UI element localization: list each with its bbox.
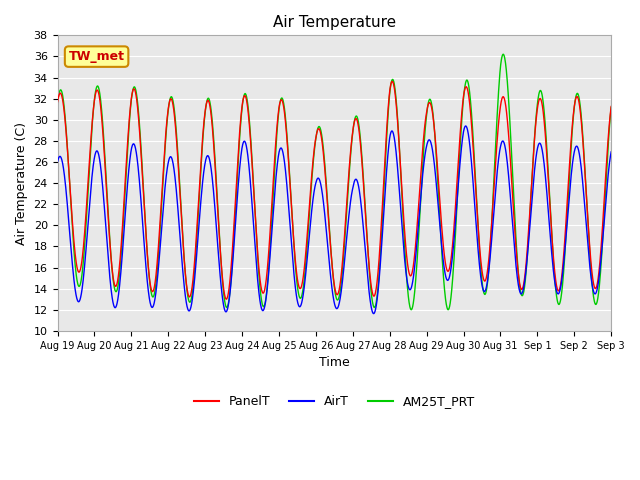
AirT	[370, 311, 378, 316]
AirT	[607, 149, 615, 155]
AM25T_PRT	[362, 223, 370, 228]
AM25T_PRT	[574, 91, 582, 97]
PanelT	[351, 119, 358, 124]
Text: TW_met: TW_met	[68, 50, 125, 63]
AM25T_PRT	[499, 51, 507, 57]
AM25T_PRT	[444, 307, 452, 312]
Y-axis label: Air Temperature (C): Air Temperature (C)	[15, 121, 28, 245]
PanelT	[223, 296, 230, 302]
PanelT	[496, 109, 504, 115]
AirT	[54, 159, 61, 165]
PanelT	[574, 96, 582, 101]
AM25T_PRT	[54, 100, 61, 106]
Line: AirT: AirT	[58, 126, 611, 313]
PanelT	[208, 120, 216, 125]
AM25T_PRT	[208, 114, 216, 120]
PanelT	[559, 264, 566, 269]
AirT	[208, 172, 216, 178]
AirT	[574, 145, 582, 151]
PanelT	[54, 99, 61, 105]
AirT	[350, 179, 358, 185]
AirT	[362, 260, 370, 265]
AirT	[559, 270, 566, 276]
AirT	[462, 123, 470, 129]
Line: PanelT: PanelT	[58, 81, 611, 299]
AM25T_PRT	[350, 119, 358, 125]
PanelT	[607, 104, 615, 109]
Line: AM25T_PRT: AM25T_PRT	[58, 54, 611, 310]
AirT	[496, 148, 504, 154]
AM25T_PRT	[495, 77, 503, 83]
PanelT	[363, 228, 371, 233]
PanelT	[388, 78, 396, 84]
AM25T_PRT	[559, 280, 566, 286]
Legend: PanelT, AirT, AM25T_PRT: PanelT, AirT, AM25T_PRT	[189, 390, 480, 413]
Title: Air Temperature: Air Temperature	[273, 15, 396, 30]
AM25T_PRT	[607, 105, 615, 110]
X-axis label: Time: Time	[319, 356, 349, 369]
